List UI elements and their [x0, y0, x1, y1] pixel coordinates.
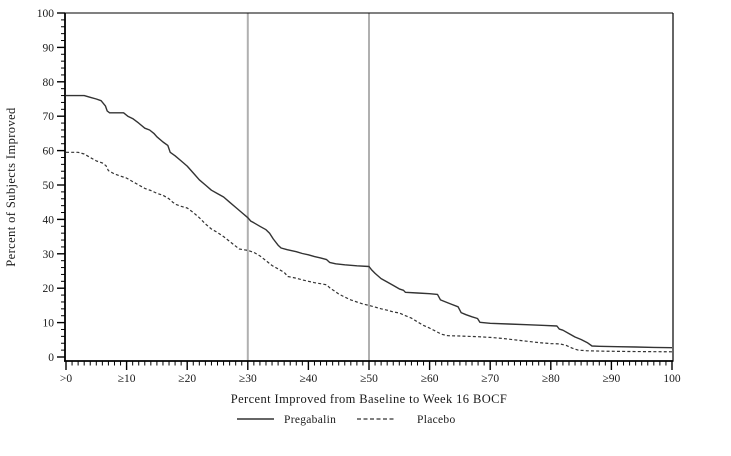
y-tick-label: 0	[48, 352, 54, 364]
curve-pregabalin	[66, 94, 673, 349]
x-tick-label: ≥50	[360, 373, 378, 385]
curve-placebo	[66, 151, 673, 353]
y-axis-title: Percent of Subjects Improved	[4, 107, 18, 267]
x-tick-label: ≥90	[602, 373, 620, 385]
legend-placebo-label: Placebo	[417, 414, 456, 426]
y-tick-label: 50	[43, 180, 55, 192]
legend-pregabalin-label: Pregabalin	[284, 414, 336, 426]
x-tick-label: ≥70	[481, 373, 499, 385]
x-tick-label: ≥80	[542, 373, 560, 385]
reference-lines	[246, 13, 370, 361]
axis-tick-labels: 0 10 20 30 40 50 60 70 80 90 100 >0 ≥10 ≥20 ≥30 ≥40 ≥50 ≥…	[37, 8, 681, 385]
x-tick-label: ≥60	[421, 373, 439, 385]
x-tick-label: 100	[663, 373, 681, 385]
x-tick-label: ≥30	[239, 373, 257, 385]
y-tick-label: 100	[37, 8, 55, 20]
y-tick-label: 70	[43, 111, 55, 123]
x-tick-label: ≥40	[299, 373, 317, 385]
axis-ticks	[57, 12, 673, 370]
x-tick-label: >0	[60, 373, 72, 385]
x-tick-label: ≥10	[118, 373, 136, 385]
legend: Pregabalin Placebo	[237, 414, 456, 426]
x-tick-label: ≥20	[178, 373, 196, 385]
y-tick-label: 10	[43, 318, 55, 330]
y-tick-label: 30	[43, 249, 55, 261]
y-tick-label: 90	[43, 42, 55, 54]
y-tick-label: 80	[43, 77, 55, 89]
y-tick-label: 20	[43, 283, 55, 295]
y-tick-label: 60	[43, 146, 55, 158]
data-curves	[66, 94, 673, 353]
y-tick-label: 40	[43, 214, 55, 226]
x-axis-title: Percent Improved from Baseline to Week 1…	[231, 392, 508, 406]
